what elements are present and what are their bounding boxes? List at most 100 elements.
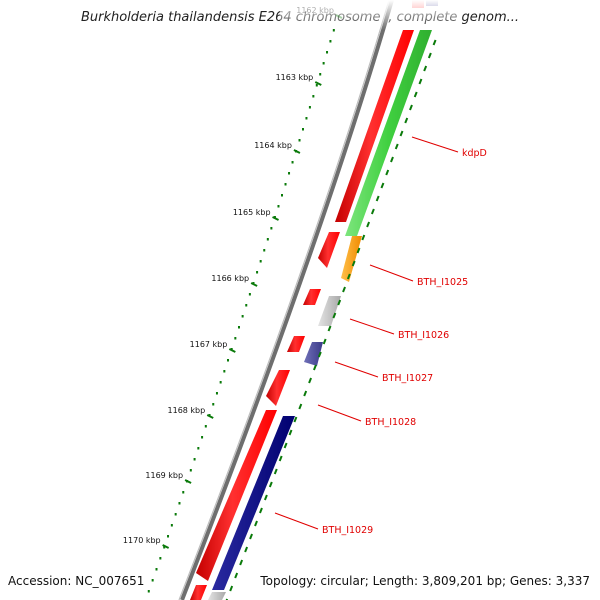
scale-dot <box>266 238 269 241</box>
strand-dash <box>423 65 428 72</box>
strand-dash <box>322 338 327 345</box>
strand-dash <box>375 195 380 202</box>
strand-dash <box>303 390 308 397</box>
gene-leader-line <box>334 361 379 378</box>
scale-track <box>147 29 335 593</box>
gene-label: BTH_I1025 <box>417 277 468 288</box>
gene-label: BTH_I1026 <box>398 330 449 341</box>
scale-dot <box>315 84 318 87</box>
scale-dot <box>332 29 335 32</box>
strand-dash-track <box>225 39 437 600</box>
strand-dash <box>234 572 239 579</box>
scale-dot <box>248 293 251 296</box>
tick-label: 1169 kbp <box>145 471 183 480</box>
gene-label-leaders: kdpD BTH_I1025 BTH_I1026 BTH_I1027 BTH_I1028… <box>274 136 487 536</box>
strand-dash <box>273 468 278 475</box>
scale-dot <box>284 183 287 186</box>
tick-label: 1167 kbp <box>190 340 228 349</box>
strand-dash <box>327 325 332 332</box>
cog-track <box>208 0 438 600</box>
strand-dash <box>313 364 317 371</box>
strand-dash <box>259 507 263 514</box>
genome-summary-text: Topology: circular; Length: 3,809,201 bp… <box>260 574 590 588</box>
scale-dot <box>159 557 162 560</box>
cds-feature <box>190 585 207 600</box>
tick-label: 1164 kbp <box>254 141 292 150</box>
scale-dot <box>291 161 294 164</box>
scale-dot <box>182 491 185 494</box>
gene-leader-line <box>317 404 362 422</box>
strand-dash <box>409 104 413 111</box>
strand-dash <box>427 52 432 59</box>
gene-label: BTH_I1028 <box>365 417 416 428</box>
gene-label: BTH_I1029 <box>322 525 373 536</box>
strand-dash <box>239 559 244 566</box>
scale-dot <box>189 469 192 472</box>
strand-dash <box>366 221 371 228</box>
strand-dash <box>351 260 356 267</box>
strand-dash <box>394 143 399 150</box>
tick-label: 1166 kbp <box>211 274 249 283</box>
scale-dot <box>263 249 266 252</box>
scale-dot <box>204 425 207 428</box>
top-fade <box>280 0 460 30</box>
strand-dash <box>380 182 385 189</box>
strand-dash <box>268 481 273 488</box>
scale-dot <box>178 502 181 505</box>
scale-dot <box>155 568 158 571</box>
strand-dash <box>413 91 418 98</box>
strand-dash <box>385 169 390 176</box>
scale-dot <box>197 447 200 450</box>
tick-mark <box>250 282 258 287</box>
strand-dash <box>229 585 234 592</box>
scale-dot <box>215 392 218 395</box>
cds-feature <box>303 289 321 305</box>
scale-dot <box>241 315 244 318</box>
scale-dot <box>237 326 240 329</box>
strand-dash <box>370 208 375 215</box>
gene-leader-line <box>411 136 459 153</box>
cds-feature <box>287 336 305 352</box>
scale-dot <box>212 403 215 406</box>
gene-label: BTH_I1027 <box>382 373 433 384</box>
scale-dot <box>170 524 173 527</box>
strand-dash <box>317 351 322 358</box>
scale-dot <box>281 194 284 197</box>
scale-dot <box>147 590 150 593</box>
scale-dot <box>270 227 273 230</box>
scale-ticks: 1162 kbp 1163 kbp 1164 kbp 1165 kbp 1166 kbp… <box>123 6 343 549</box>
strand-dash <box>293 416 298 423</box>
tick-mark <box>335 14 343 19</box>
tick-mark <box>184 479 192 484</box>
tick-label: 1168 kbp <box>168 406 206 415</box>
strand-dash <box>278 455 283 462</box>
tick-mark <box>293 149 301 154</box>
strand-dash <box>288 429 293 436</box>
cog-feature-gray <box>318 296 341 326</box>
backbone-arc-highlight <box>178 0 390 600</box>
cds-feature <box>266 370 290 406</box>
scale-dot <box>288 172 291 175</box>
scale-dot <box>193 458 196 461</box>
strand-dash <box>404 117 409 124</box>
scale-dot <box>319 73 322 76</box>
tick-label: 1165 kbp <box>233 208 271 217</box>
cds-forward-track <box>190 0 424 600</box>
strand-dash <box>308 377 312 384</box>
strand-dash <box>298 403 303 410</box>
strand-dash <box>361 234 366 241</box>
scale-dot <box>163 546 166 549</box>
strand-dash <box>254 520 258 527</box>
tick-mark <box>206 414 214 419</box>
gene-leader-line <box>349 318 395 335</box>
strand-dash <box>390 156 394 163</box>
accession-text: Accession: NC_007651 <box>8 574 145 588</box>
scale-dot <box>312 95 315 98</box>
scale-dot <box>219 381 222 384</box>
cds-feature <box>335 30 414 222</box>
cog-feature-orange <box>341 236 362 282</box>
cog-feature-slate <box>304 342 323 366</box>
strand-dash <box>283 442 288 449</box>
cds-feature <box>196 410 277 581</box>
